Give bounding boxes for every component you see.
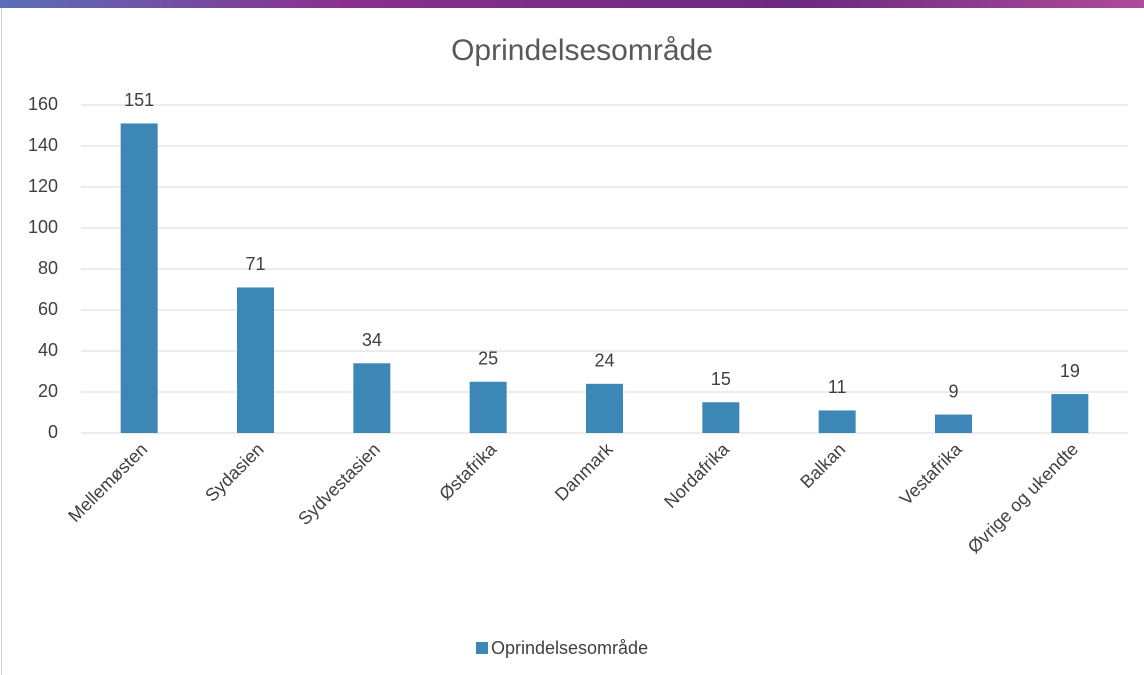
data-label: 9 [948,381,958,401]
y-tick-label: 0 [48,422,58,442]
y-tick-label: 160 [28,94,58,114]
x-tick-label: Mellemøsten [64,439,151,526]
bar [353,363,391,433]
bar [120,123,158,433]
y-tick-label: 140 [28,135,58,155]
x-tick-label: Sydvestasien [294,439,384,529]
data-label: 25 [478,349,498,369]
data-label: 24 [594,351,614,371]
x-tick-label: Danmark [551,438,617,504]
x-tick-label: Sydasien [201,439,268,506]
data-label: 71 [245,254,265,274]
x-tick-label: Vestafrika [896,438,967,509]
bar [469,381,507,433]
bar [1051,394,1089,433]
y-tick-label: 20 [38,381,58,401]
legend-swatch [476,642,488,654]
chart-title: Oprindelsesområde [451,34,713,67]
data-label: 15 [711,369,731,389]
bar [935,414,972,433]
banner [0,0,1144,8]
x-tick-label: Balkan [796,439,849,492]
y-tick-label: 60 [38,299,58,319]
bar [237,287,274,433]
data-label: 11 [828,377,847,397]
x-tick-label: Nordafrika [660,438,734,512]
bar [702,402,740,433]
y-tick-label: 80 [38,258,58,278]
data-label: 19 [1060,361,1080,381]
y-tick-label: 40 [38,340,58,360]
y-tick-label: 120 [28,176,58,196]
y-tick-label: 100 [28,217,58,237]
x-tick-label: Øvrige og ukendte [964,439,1082,557]
bar [586,383,623,433]
data-label: 151 [124,90,154,110]
legend-label: Oprindelsesområde [491,638,648,658]
x-tick-label: Østafrika [435,438,501,504]
bar [818,410,856,433]
data-label: 34 [362,330,382,350]
